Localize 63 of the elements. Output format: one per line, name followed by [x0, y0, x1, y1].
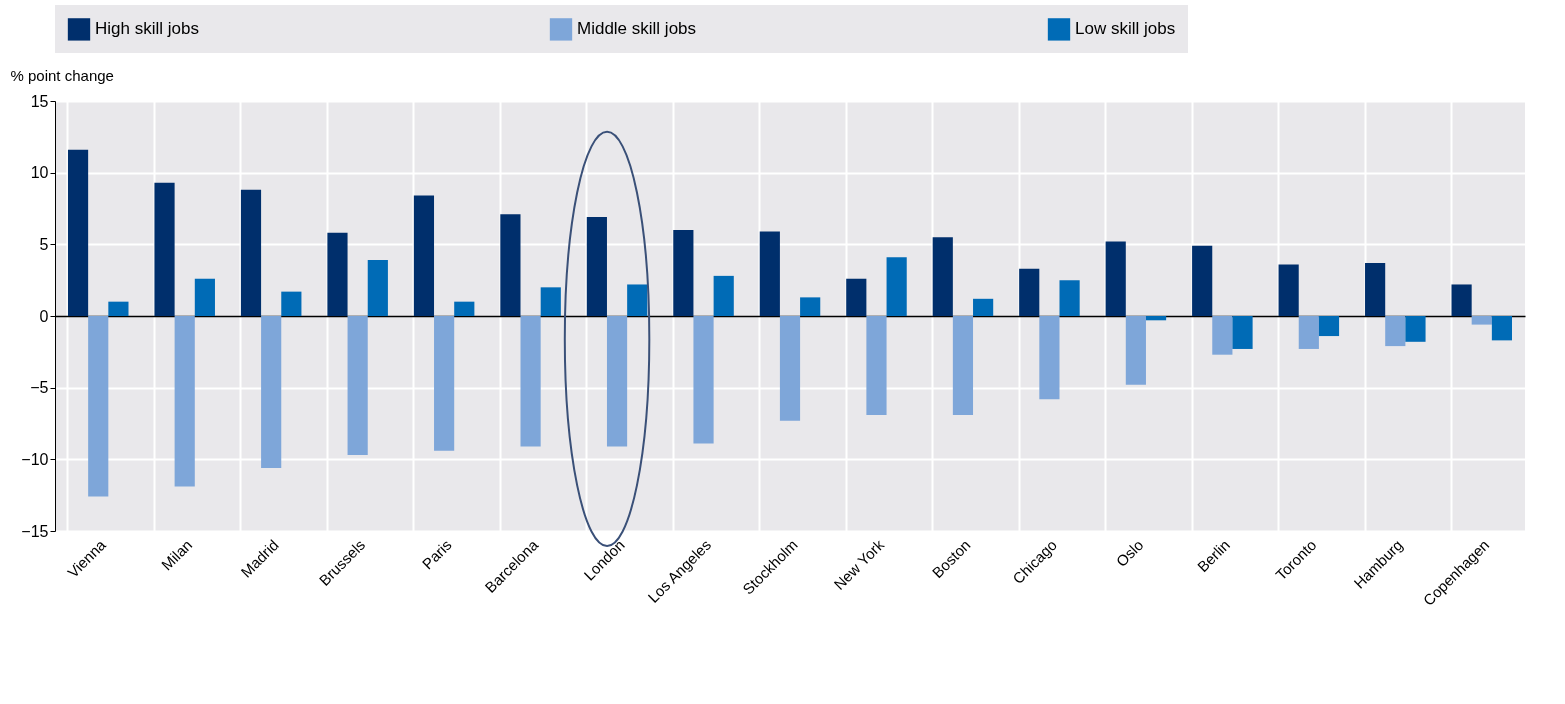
bar [952, 316, 974, 415]
bar [1019, 268, 1040, 316]
bar [1318, 316, 1340, 337]
bar [327, 232, 348, 316]
bar [281, 291, 302, 316]
bar [932, 237, 953, 316]
bar [800, 297, 821, 316]
bar [1105, 241, 1126, 316]
bar [713, 275, 734, 316]
bar [1365, 262, 1386, 316]
legend-label: Middle skill jobs [577, 19, 697, 39]
bar [1385, 316, 1406, 347]
bar [108, 301, 129, 316]
y-tick-label: 10 [30, 164, 49, 182]
bar [586, 217, 607, 316]
bar [434, 316, 455, 451]
bar [520, 316, 541, 447]
bar [367, 260, 388, 316]
bar [973, 298, 994, 316]
bar [886, 257, 907, 316]
bar [1125, 316, 1146, 385]
bar [413, 195, 435, 316]
y-tick-label: 5 [39, 235, 49, 253]
bar [779, 316, 801, 421]
bar [240, 189, 262, 316]
legend-label: High skill jobs [95, 19, 199, 39]
bar [673, 230, 694, 316]
y-tick-label: 15 [30, 92, 49, 110]
bar [846, 278, 867, 316]
y-tick-label: −10 [21, 450, 49, 468]
bar [347, 316, 368, 456]
bar [866, 316, 887, 415]
bar [67, 149, 89, 316]
x-tick-label: Oslo [1112, 536, 1147, 570]
legend-label: Low skill jobs [1075, 19, 1176, 39]
bar [174, 316, 195, 487]
bar [500, 214, 521, 316]
bar [88, 316, 109, 497]
y-tick-label: −5 [30, 379, 49, 397]
bar [454, 301, 475, 316]
bar [759, 231, 780, 316]
bar [1145, 316, 1167, 321]
bar [1192, 245, 1213, 316]
bar [540, 287, 561, 316]
bar [1471, 316, 1492, 325]
bar [1278, 264, 1299, 316]
bar [1405, 316, 1426, 342]
bar [1059, 280, 1080, 316]
bar [1232, 316, 1253, 349]
bar [261, 316, 282, 468]
bar [606, 316, 628, 447]
bar [1491, 316, 1513, 341]
bar [1212, 316, 1233, 355]
bar [194, 278, 215, 316]
y-tick-label: −15 [21, 522, 49, 540]
bar [154, 182, 175, 316]
bar [627, 284, 648, 316]
bar [1039, 316, 1060, 400]
y-axis-title: % point change [10, 66, 114, 84]
bar [1451, 284, 1472, 316]
bar [693, 316, 714, 444]
bar [1298, 316, 1319, 349]
y-tick-label: 0 [39, 307, 49, 325]
